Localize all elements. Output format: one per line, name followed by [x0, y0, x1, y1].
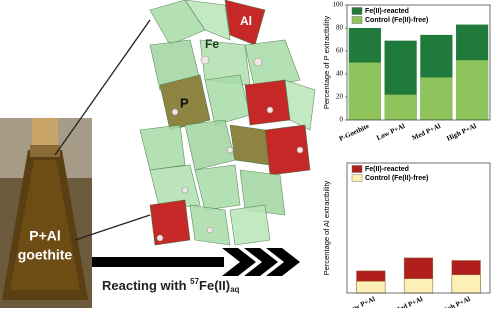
y-tick-label: 60 — [336, 47, 344, 55]
species: Fe(II) — [199, 278, 230, 293]
y-axis-label: Percentage of Al extractbility — [322, 180, 331, 275]
y-tick-label: 80 — [336, 24, 344, 32]
reaction-label: Reacting with 57Fe(II)aq — [102, 277, 240, 294]
x-tick-label: Low P+Al — [375, 122, 406, 142]
bar — [403, 278, 434, 294]
sample-label: P+Al — [29, 228, 61, 244]
x-tick-label: Med P+Al — [411, 122, 442, 142]
plot-frame — [346, 4, 491, 121]
x-tick-label: High P+Al — [439, 295, 471, 308]
y-tick-label: 40 — [336, 70, 344, 78]
bar — [348, 62, 381, 120]
x-tick-label: Med P+Al — [393, 295, 424, 308]
y-tick-label: 0 — [340, 116, 344, 124]
connector — [54, 19, 151, 156]
bar — [420, 77, 453, 120]
bar — [356, 281, 386, 294]
bar — [451, 274, 481, 294]
x-tick-label: High P+Al — [445, 122, 477, 143]
atom-label: P — [180, 95, 189, 110]
legend-swatch — [351, 7, 363, 15]
isotope: 57 — [190, 277, 199, 286]
sample-label: goethite — [18, 247, 73, 263]
legend-swatch — [351, 174, 363, 182]
connector — [74, 214, 151, 241]
legend-label: Control (Fe(II)-free) — [365, 175, 428, 182]
subscript: aq — [230, 285, 239, 294]
x-tick-label: P-Goethite — [338, 122, 371, 143]
legend-swatch — [351, 16, 363, 24]
y-tick-label: 20 — [336, 93, 344, 101]
reaction-text: Reacting with — [102, 278, 190, 293]
flask-photo — [0, 118, 92, 308]
y-axis-label: Percentage of P extractbility — [322, 16, 331, 109]
reaction-arrow — [92, 248, 300, 276]
legend-swatch — [351, 165, 363, 173]
crystal-structure — [139, 0, 316, 246]
x-tick-label: Low P+Al — [346, 295, 377, 308]
bar — [456, 60, 489, 120]
atom-label: Al — [240, 14, 252, 28]
y-tick-label: 100 — [333, 1, 344, 9]
legend-label: Fe(II)-reacted — [365, 166, 409, 173]
bar — [384, 94, 417, 120]
legend-label: Fe(II)-reacted — [365, 8, 409, 15]
legend-label: Control (Fe(II)-free) — [365, 17, 428, 24]
plot-frame — [346, 162, 491, 294]
atom-label: Fe — [205, 37, 219, 51]
